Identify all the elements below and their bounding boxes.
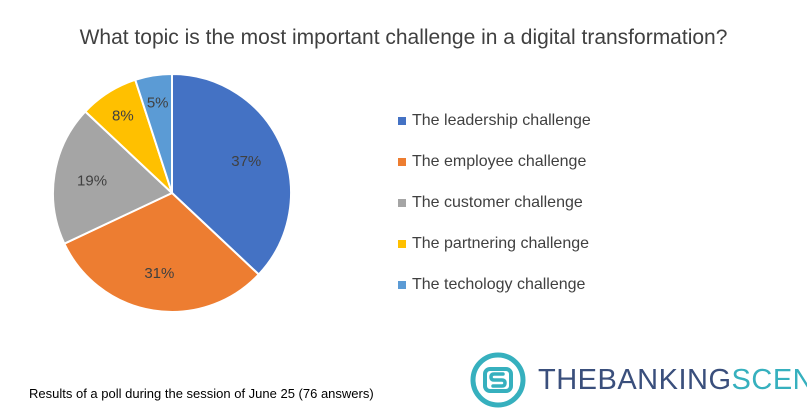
legend-item-leadership: The leadership challenge (398, 100, 591, 141)
data-label-leadership: 37% (231, 153, 261, 170)
pie-slice-customer (52, 110, 174, 245)
legend-label: The employee challenge (412, 152, 587, 170)
legend-swatch (398, 280, 406, 289)
legend-swatch (398, 198, 406, 207)
brand-prefix: THEBANKING (538, 363, 732, 396)
legend-item-employee: The employee challenge (398, 141, 591, 182)
brand-suffix: SCENE (731, 363, 807, 396)
legend-item-partnering: The partnering challenge (398, 223, 591, 264)
poll-footnote: Results of a poll during the session of … (29, 386, 374, 401)
data-label-partnering: 8% (112, 108, 134, 125)
legend-swatch (398, 157, 406, 166)
legend-label: The customer challenge (412, 193, 583, 211)
chart-title: What topic is the most important challen… (79, 26, 728, 49)
legend-item-customer: The customer challenge (398, 182, 591, 223)
chart-legend: The leadership challenge The employee ch… (398, 100, 591, 305)
legend-swatch (398, 116, 406, 125)
legend-label: The techology challenge (412, 275, 586, 293)
legend-label: The leadership challenge (412, 111, 591, 129)
data-label-technology: 5% (147, 94, 169, 111)
brand-wordmark: THEBANKINGSCENE (538, 364, 807, 397)
pie-slice-leadership (171, 72, 292, 276)
banking-scene-logo-icon (470, 352, 526, 408)
data-label-employee: 31% (144, 265, 174, 282)
pie-slice-employee (62, 191, 261, 313)
legend-label: The partnering challenge (412, 234, 590, 252)
legend-item-technology: The techology challenge (398, 264, 591, 305)
data-label-customer: 19% (77, 172, 107, 189)
brand-logo: THEBANKINGSCENE (470, 350, 807, 410)
legend-swatch (398, 239, 406, 248)
pie-slice-technology (133, 72, 173, 194)
